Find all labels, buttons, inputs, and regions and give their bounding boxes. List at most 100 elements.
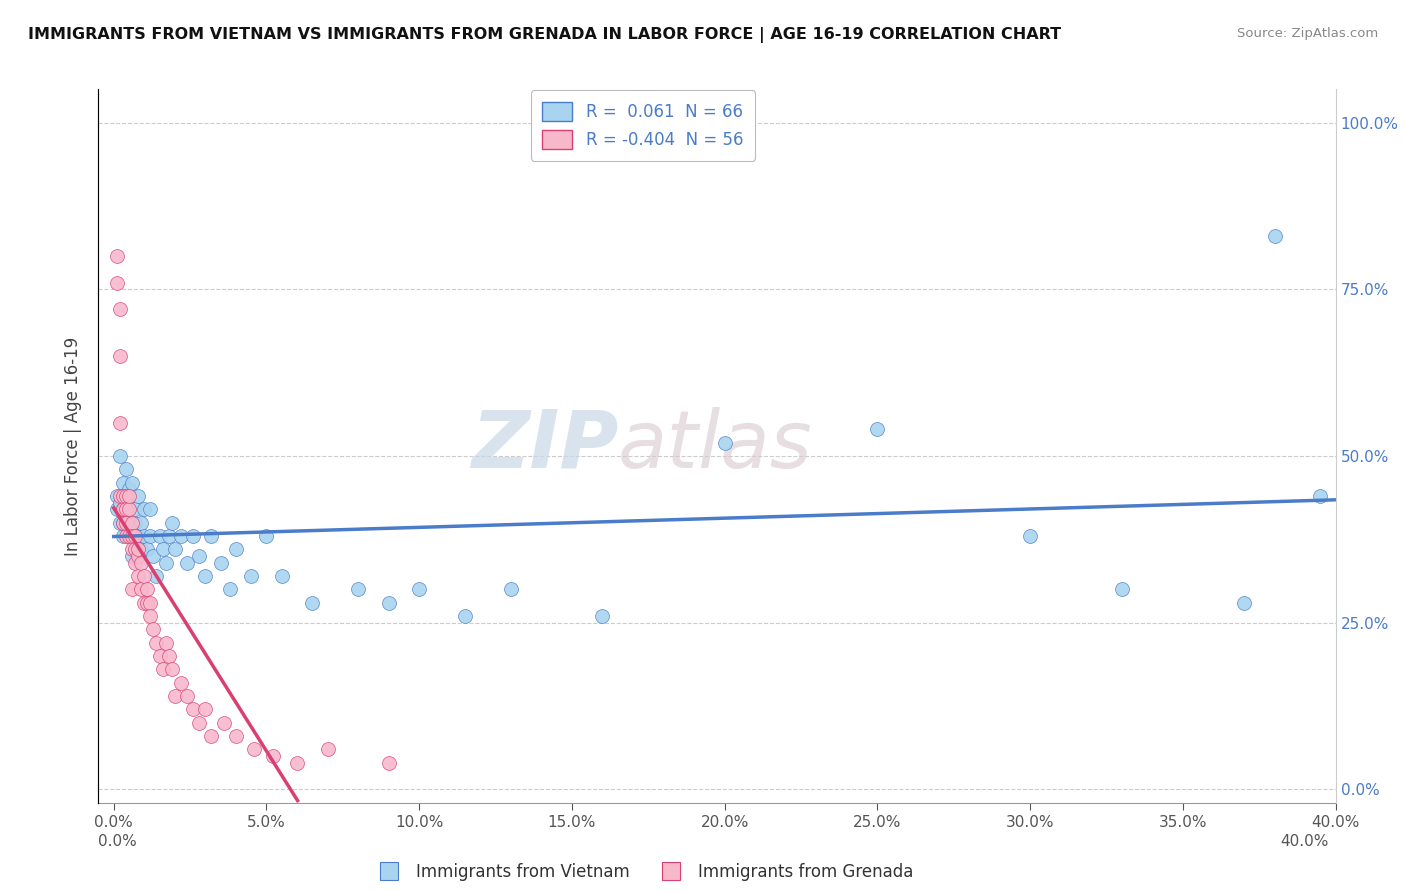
Text: 40.0%: 40.0% [1281, 834, 1329, 849]
Point [285, 756, 308, 770]
Point [118, 529, 141, 543]
Point [127, 489, 149, 503]
Point [134, 569, 156, 583]
Point [127, 549, 149, 563]
Point [108, 496, 131, 510]
Point [499, 582, 522, 597]
Point [115, 516, 138, 530]
Point [176, 689, 198, 703]
Point [118, 529, 141, 543]
Point [127, 542, 149, 557]
Point [1019, 529, 1042, 543]
Point [142, 623, 165, 637]
Point [111, 502, 134, 516]
Point [108, 449, 131, 463]
Point [157, 529, 180, 543]
Point [142, 549, 165, 563]
Point [129, 556, 152, 570]
Point [225, 542, 247, 557]
Point [115, 489, 138, 503]
Point [347, 582, 370, 597]
Point [145, 569, 167, 583]
Point [377, 596, 399, 610]
Text: atlas: atlas [619, 407, 813, 485]
Legend: Immigrants from Vietnam, Immigrants from Grenada: Immigrants from Vietnam, Immigrants from… [366, 856, 920, 888]
Point [163, 542, 186, 557]
Point [139, 502, 162, 516]
Point [218, 582, 240, 597]
Point [115, 462, 138, 476]
Point [194, 702, 217, 716]
Point [139, 609, 162, 624]
Point [105, 502, 128, 516]
Point [127, 569, 149, 583]
Point [118, 516, 141, 530]
Point [115, 502, 138, 516]
Point [108, 349, 131, 363]
Point [111, 502, 134, 516]
Point [155, 556, 177, 570]
Point [1309, 489, 1331, 503]
Point [121, 475, 143, 490]
Point [134, 596, 156, 610]
Point [124, 516, 146, 530]
Point [243, 742, 266, 756]
Point [111, 489, 134, 503]
Point [121, 516, 143, 530]
Point [118, 502, 141, 516]
Point [170, 529, 193, 543]
Point [124, 556, 146, 570]
Point [105, 276, 128, 290]
Point [225, 729, 247, 743]
Point [200, 729, 222, 743]
Text: IMMIGRANTS FROM VIETNAM VS IMMIGRANTS FROM GRENADA IN LABOR FORCE | AGE 16-19 CO: IMMIGRANTS FROM VIETNAM VS IMMIGRANTS FR… [28, 27, 1062, 43]
Point [866, 422, 889, 436]
Point [115, 489, 138, 503]
Point [136, 542, 159, 557]
Point [124, 502, 146, 516]
Point [115, 529, 138, 543]
Point [108, 516, 131, 530]
Point [124, 529, 146, 543]
Point [111, 529, 134, 543]
Point [155, 636, 177, 650]
Point [181, 529, 204, 543]
Point [163, 689, 186, 703]
Point [148, 529, 170, 543]
Point [160, 662, 183, 676]
Point [139, 596, 162, 610]
Point [118, 502, 141, 516]
Point [170, 675, 193, 690]
Point [316, 742, 339, 756]
Point [111, 502, 134, 516]
Point [134, 529, 156, 543]
Point [118, 489, 141, 503]
Point [121, 542, 143, 557]
Point [129, 582, 152, 597]
Point [127, 529, 149, 543]
Point [240, 569, 263, 583]
Point [121, 529, 143, 543]
Point [408, 582, 430, 597]
Point [121, 582, 143, 597]
Point [157, 649, 180, 664]
Point [139, 529, 162, 543]
Point [262, 749, 284, 764]
Point [152, 542, 174, 557]
Point [105, 249, 128, 263]
Point [111, 489, 134, 503]
Point [108, 489, 131, 503]
Point [129, 516, 152, 530]
Point [270, 569, 292, 583]
Point [1233, 596, 1256, 610]
Point [181, 702, 204, 716]
Point [111, 475, 134, 490]
Point [148, 649, 170, 664]
Point [129, 542, 152, 557]
Point [111, 516, 134, 530]
Point [377, 756, 399, 770]
Point [121, 529, 143, 543]
Point [454, 609, 477, 624]
Point [188, 549, 211, 563]
Point [209, 556, 232, 570]
